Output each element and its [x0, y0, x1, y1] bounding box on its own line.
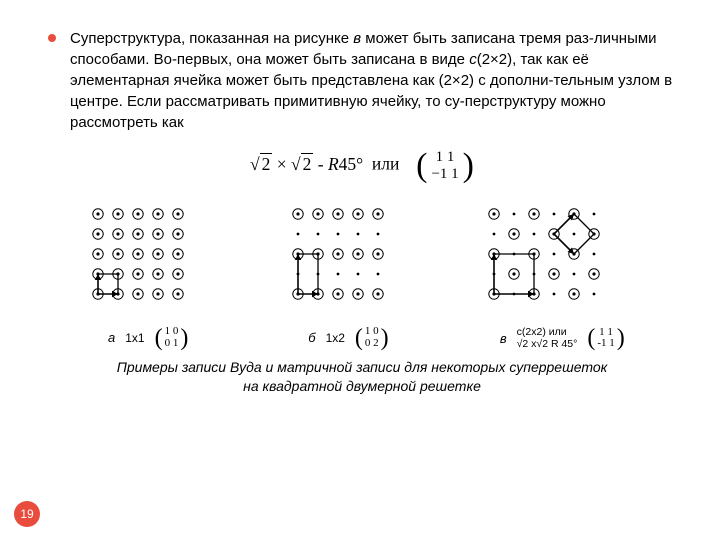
- diagram-c: в c(2x2) или √2 x√2 R 45° (1 1-1 1): [459, 202, 666, 350]
- formula-left: √2 × √2 - R45°: [250, 154, 363, 174]
- paragraph-text: Суперструктура, показанная на рисунке в …: [70, 28, 676, 133]
- label-text-b: 1x2: [326, 331, 345, 345]
- lattice-c: [482, 202, 642, 322]
- page-number: 19: [20, 507, 33, 521]
- formula-mid: или: [372, 154, 399, 174]
- lattice-b: [283, 202, 413, 322]
- bullet-item: Суперструктура, показанная на рисунке в …: [48, 28, 676, 133]
- label-matrix-b: (1 00 2): [355, 326, 389, 349]
- formula: √2 × √2 - R45° или ( 1 1−1 1 ): [48, 149, 676, 182]
- caption: Примеры записи Вуда и матричной записи д…: [108, 358, 616, 396]
- label-stack-c: c(2x2) или √2 x√2 R 45°: [517, 326, 578, 350]
- diagram-a-label: а 1x1 (1 00 1): [58, 326, 238, 349]
- label-letter-c: в: [500, 331, 507, 346]
- stack-line-0: c(2x2) или: [517, 326, 578, 338]
- diagram-a: а 1x1 (1 00 1): [58, 202, 238, 350]
- page-number-badge: 19: [14, 501, 40, 527]
- label-text-a: 1x1: [125, 331, 144, 345]
- label-letter-a: а: [108, 330, 115, 345]
- label-matrix-c: (1 1-1 1): [587, 327, 624, 350]
- bullet-dot: [48, 34, 56, 42]
- diagram-b-label: б 1x2 (1 00 2): [258, 326, 438, 349]
- diagrams-row: а 1x1 (1 00 1) б 1x2 (1 00 2) в: [58, 202, 666, 350]
- formula-matrix: ( 1 1−1 1 ): [416, 149, 474, 182]
- lattice-a: [83, 202, 213, 322]
- stack-line-1: √2 x√2 R 45°: [517, 338, 578, 350]
- label-matrix-a: (1 00 1): [155, 326, 189, 349]
- label-letter-b: б: [308, 330, 315, 345]
- diagram-c-label: в c(2x2) или √2 x√2 R 45° (1 1-1 1): [459, 326, 666, 350]
- diagram-b: б 1x2 (1 00 2): [258, 202, 438, 350]
